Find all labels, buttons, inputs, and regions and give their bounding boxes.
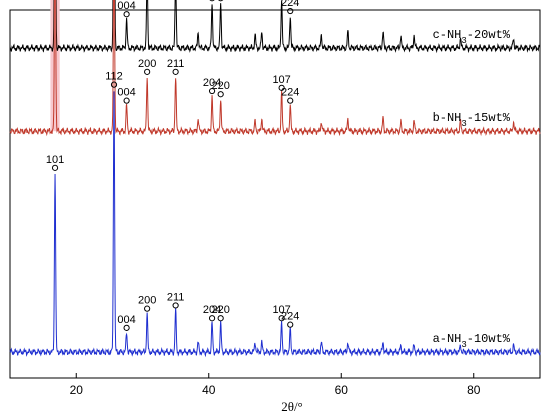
peak-marker xyxy=(208,87,216,95)
x-tick-label: 40 xyxy=(202,383,216,397)
peak-marker xyxy=(208,315,216,322)
peak-marker xyxy=(172,302,179,309)
x-tick-label: 20 xyxy=(70,383,84,397)
peak-label: 204 xyxy=(203,304,221,316)
x-axis: 20 40 60 80 xyxy=(70,373,481,397)
x-tick-label: 80 xyxy=(467,383,481,397)
peak-marker xyxy=(278,84,285,91)
peak-marker xyxy=(278,315,285,322)
peak-marker xyxy=(123,324,130,331)
peak-label: 224 xyxy=(281,0,299,9)
peak-label: 200 xyxy=(138,58,156,70)
peak-label: 101 xyxy=(46,154,64,166)
traces-layer xyxy=(9,0,541,358)
peak-marker xyxy=(218,0,224,2)
series-name-label: c-NH3-20wt% xyxy=(433,28,511,46)
peak-marker xyxy=(123,11,130,18)
series-line xyxy=(9,0,541,137)
peak-label: 204 xyxy=(203,77,221,89)
peak-label: 107 xyxy=(272,304,290,316)
peak-label: 211 xyxy=(167,58,185,70)
series-line xyxy=(9,0,541,54)
peak-marker xyxy=(287,321,294,328)
peak-marker xyxy=(144,305,151,312)
labels-layer: 101112004200211204220107224c-NH3-20wt%10… xyxy=(46,0,511,350)
peak-label: 220 xyxy=(211,304,229,316)
peak-marker xyxy=(217,315,224,322)
plot-frame xyxy=(9,9,541,379)
peak-label: 211 xyxy=(167,291,185,303)
peak-marker xyxy=(172,68,179,75)
peak-marker xyxy=(217,91,224,98)
peak-marker xyxy=(287,97,294,104)
series-highlight-band xyxy=(50,0,60,132)
x-tick-label: 60 xyxy=(335,383,349,397)
peak-label: 112 xyxy=(105,71,123,83)
peak-label: 004 xyxy=(117,314,135,326)
peak-marker xyxy=(51,164,59,171)
series-name-label: b-NH3-15wt% xyxy=(433,111,511,129)
peak-label: 200 xyxy=(138,295,156,307)
peak-label: 224 xyxy=(281,87,299,99)
series-line xyxy=(9,91,541,358)
highlights-layer xyxy=(50,0,60,132)
peak-label: 107 xyxy=(272,74,290,86)
peak-marker xyxy=(209,0,215,2)
peak-marker xyxy=(287,7,294,15)
peak-marker xyxy=(144,68,151,75)
peak-marker xyxy=(110,81,118,88)
peak-label: 220 xyxy=(211,80,229,92)
peak-label: 224 xyxy=(281,311,299,323)
x-axis-title: 2θ/° xyxy=(281,399,303,414)
series-name-label: a-NH3-10wt% xyxy=(433,332,511,350)
peak-marker xyxy=(123,97,130,104)
peak-label: 004 xyxy=(117,0,135,12)
peak-label: 004 xyxy=(117,87,135,99)
